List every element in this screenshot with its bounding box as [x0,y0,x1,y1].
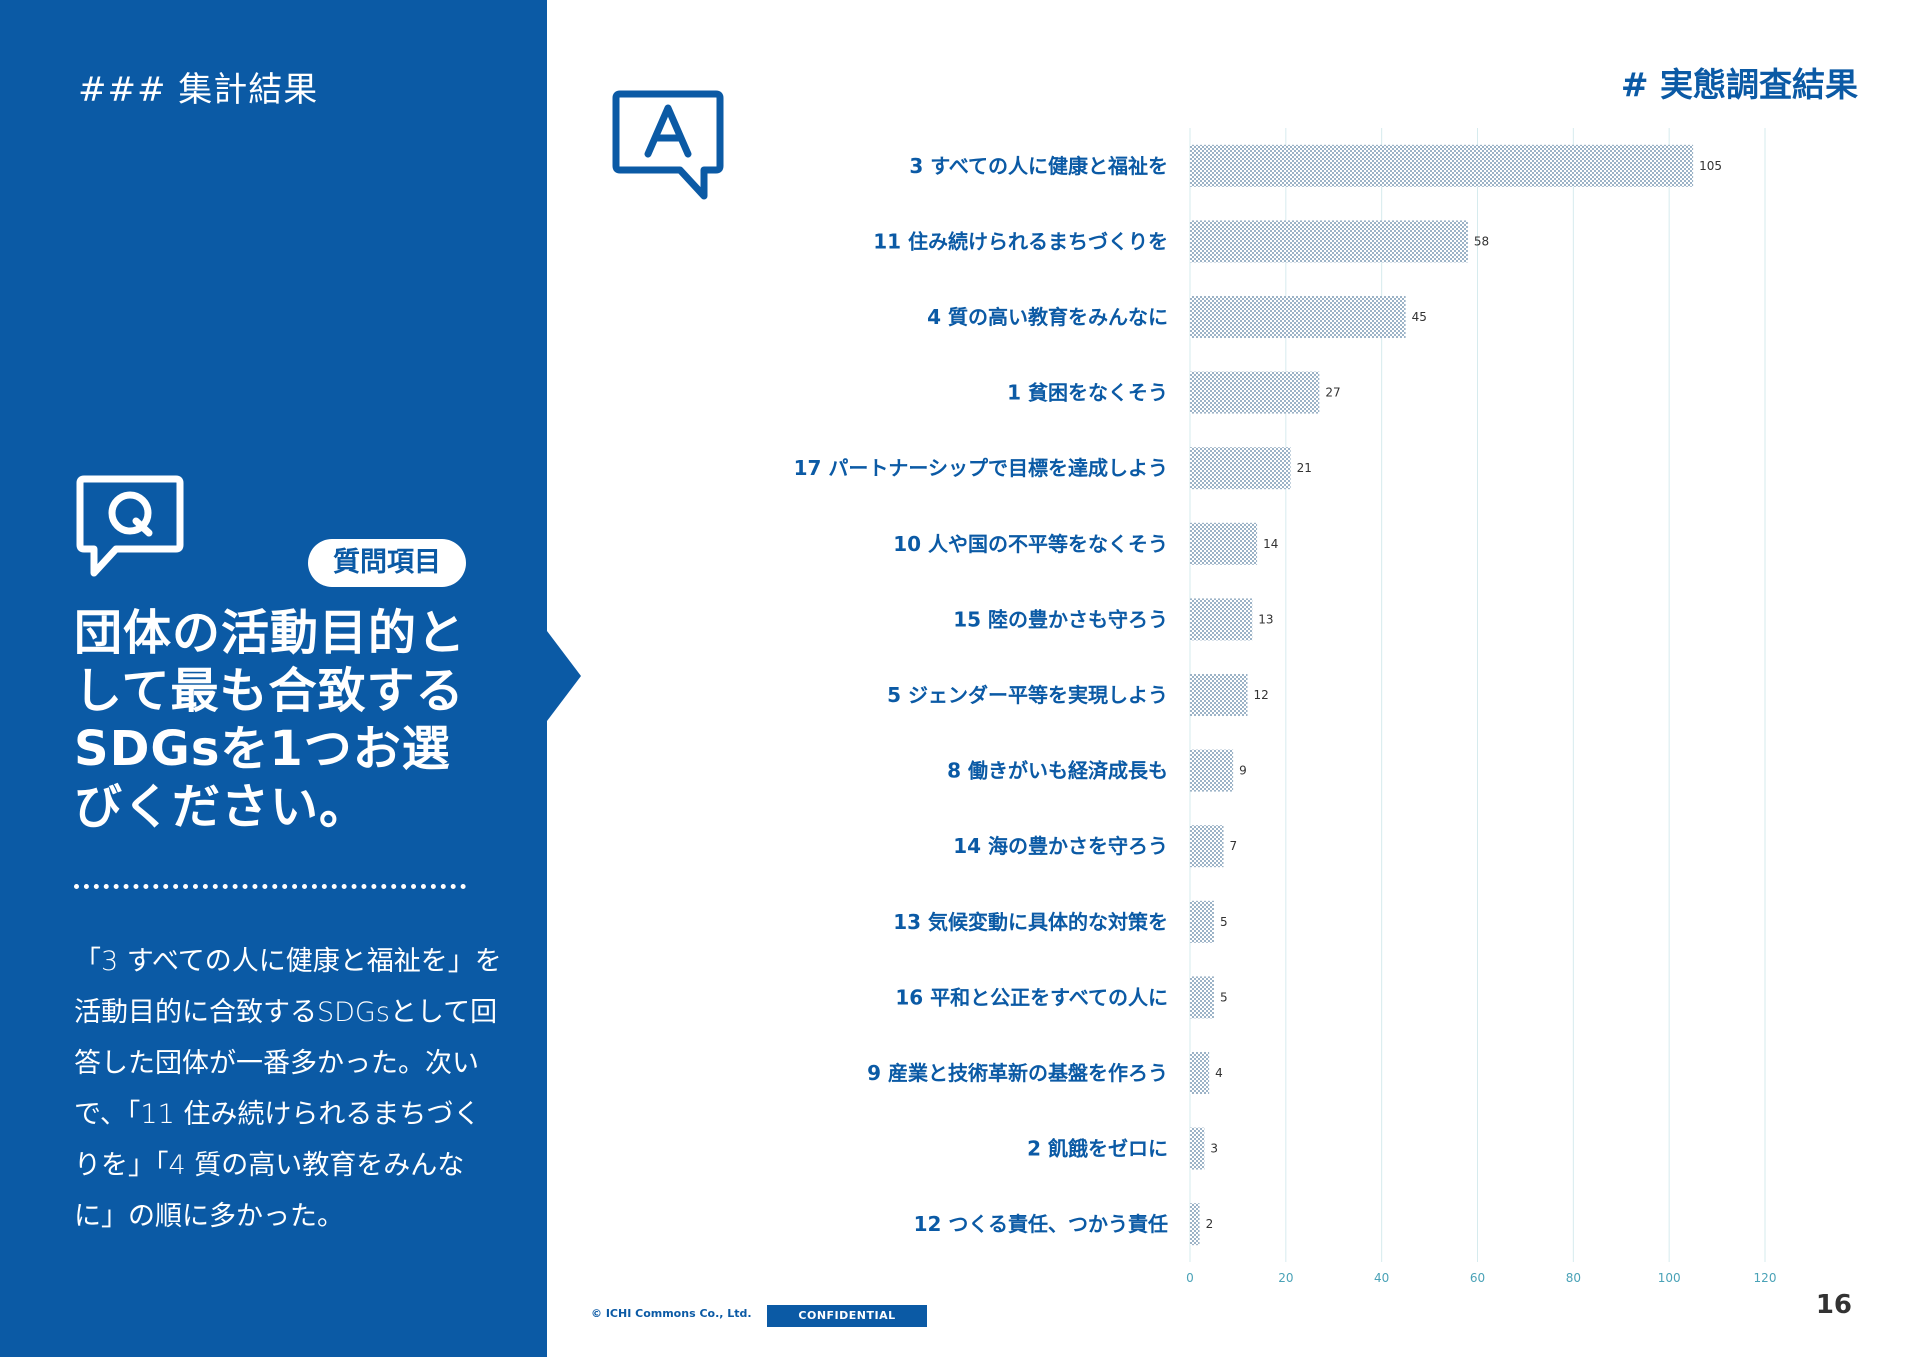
category-label: 1 貧困をなくそう [1007,381,1168,405]
category-label: 11 住み続けられるまちづくりを [873,229,1168,253]
answer-summary: 「3 すべての人に健康と福祉を」を活動目的に合致するSDGsとして回答した団体が… [74,946,502,1232]
x-tick-label: 0 [1186,1271,1194,1285]
bar [1190,598,1253,641]
x-tick-label: 20 [1278,1271,1293,1285]
bar-value-label: 12 [1254,688,1269,702]
bar-value-label: 58 [1474,234,1489,248]
category-label: 13 気候変動に具体的な対策を [893,910,1168,934]
category-label: 5 ジェンダー平等を実現しよう [887,683,1168,707]
page-heading: # 実態調査結果 [1620,65,1858,104]
bar [1190,1052,1210,1094]
divider [74,884,466,889]
bar [1190,371,1320,414]
category-label: 9 産業と技術革新の基盤を作ろう [867,1061,1168,1085]
bar-value-label: 7 [1230,839,1238,853]
bar [1190,296,1406,338]
category-label: 12 つくる責任、つかう責任 [914,1212,1168,1236]
bar [1190,220,1468,263]
category-label: 15 陸の豊かさも守ろう [953,607,1168,631]
bar [1190,900,1214,943]
x-tick-label: 40 [1374,1271,1389,1285]
bar-value-label: 9 [1239,764,1247,778]
bar-value-label: 4 [1215,1066,1223,1080]
bar-value-label: 21 [1297,461,1312,475]
bar-value-label: 13 [1258,612,1273,626]
bar-value-label: 5 [1220,990,1228,1004]
confidential-badge: CONFIDENTIAL [767,1305,927,1327]
bar [1190,522,1258,565]
x-tick-label: 60 [1470,1271,1485,1285]
sdgs-bar-chart: 0 20 40 60 80 100 120 105 3 すべての人に健康と福祉を 58 11 住み続… [794,128,1776,1285]
bar-value-label: 14 [1263,537,1278,551]
x-tick-label: 80 [1566,1271,1581,1285]
category-label: 8 働きがいも経済成長も [947,759,1168,783]
bar-value-label: 2 [1206,1217,1214,1231]
bar-value-label: 5 [1220,915,1228,929]
bar-value-label: 3 [1210,1142,1218,1156]
category-label: 16 平和と公正をすべての人に [895,985,1168,1009]
x-tick-label: 100 [1658,1271,1681,1285]
category-label: 17 パートナーシップで目標を達成しよう [794,456,1168,480]
left-panel [0,0,547,1357]
footer-copyright: © ICHI Commons Co., Ltd. [591,1307,752,1320]
bar [1190,1203,1200,1246]
bar [1190,674,1248,716]
category-label: 4 質の高い教育をみんなに [927,305,1168,329]
bar-value-label: 27 [1325,386,1340,400]
bar [1190,144,1694,187]
bar-value-label: 105 [1699,159,1722,173]
question-badge: 質問項目 [308,539,466,587]
section-tag: ### 集計結果 [78,70,319,110]
category-label: 14 海の豊かさを守ろう [953,834,1168,858]
a-speech-bubble-icon [612,90,724,200]
bar [1190,976,1214,1019]
category-label: 3 すべての人に健康と福祉を [909,154,1168,178]
question-text: 団体の活動目的として最も合致するSDGsを1つお選びください。 [74,605,467,835]
bar-value-label: 45 [1412,310,1427,324]
panel-arrow [547,631,581,721]
category-label: 2 飢餓をゼロに [1027,1137,1168,1161]
q-speech-bubble-icon [76,475,184,577]
bar [1190,825,1224,868]
bar [1190,447,1291,490]
page-number: 16 [1815,1290,1852,1320]
bar [1190,1127,1205,1170]
category-label: 10 人や国の不平等をなくそう [893,532,1168,556]
bar [1190,749,1234,792]
x-tick-label: 120 [1754,1271,1777,1285]
